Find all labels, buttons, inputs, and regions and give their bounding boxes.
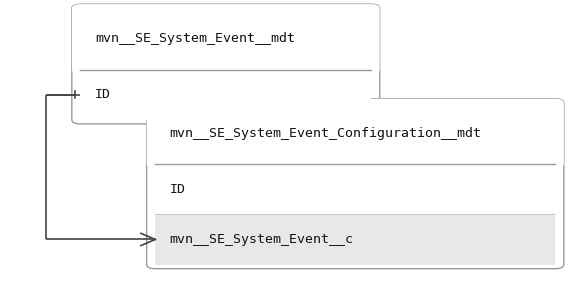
Bar: [155, 214, 555, 264]
FancyBboxPatch shape: [72, 4, 380, 124]
Text: mvn__SE_System_Event_Configuration__mdt: mvn__SE_System_Event_Configuration__mdt: [170, 127, 482, 140]
Bar: [155, 164, 555, 214]
Text: ID: ID: [95, 88, 111, 101]
Text: mvn__SE_System_Event__mdt: mvn__SE_System_Event__mdt: [95, 32, 295, 45]
FancyBboxPatch shape: [146, 99, 564, 269]
Text: mvn__SE_System_Event__c: mvn__SE_System_Event__c: [170, 233, 354, 246]
FancyBboxPatch shape: [146, 99, 564, 168]
FancyBboxPatch shape: [72, 4, 380, 74]
Text: ID: ID: [170, 183, 186, 196]
Bar: [80, 70, 371, 120]
